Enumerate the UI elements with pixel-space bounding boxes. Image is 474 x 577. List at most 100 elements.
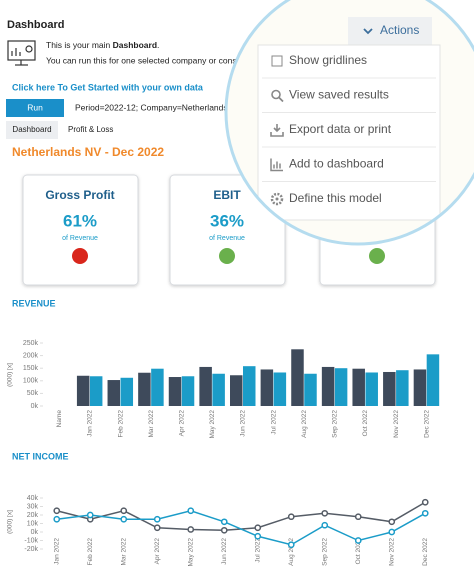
bar xyxy=(138,372,151,406)
intro-suffix: . xyxy=(157,40,159,50)
actions-label[interactable]: Actions xyxy=(380,23,419,37)
run-params: Period=2022-12; Company=Netherlands NV xyxy=(75,102,242,112)
bar xyxy=(230,375,243,406)
entity-title: Netherlands NV - Dec 2022 xyxy=(12,145,164,159)
point xyxy=(53,507,61,515)
point xyxy=(254,524,262,532)
y-tick-label: 20k xyxy=(27,512,39,519)
line xyxy=(56,501,426,532)
x-tick-label: Dec 2022 xyxy=(423,410,430,438)
gear-icon xyxy=(270,192,284,206)
status-dot xyxy=(72,248,88,264)
checkbox-icon xyxy=(271,55,283,67)
bar xyxy=(168,377,182,406)
menu-item[interactable]: Add to dashboard xyxy=(289,157,384,171)
y-tick-label: 40k xyxy=(27,495,39,502)
actions-button[interactable] xyxy=(348,17,432,45)
bar xyxy=(151,368,164,406)
tab[interactable]: Dashboard xyxy=(12,125,51,134)
menu-item[interactable]: Define this model xyxy=(289,191,382,205)
bar xyxy=(260,369,274,406)
bar xyxy=(352,368,365,406)
kpi-value: 36% xyxy=(210,211,244,230)
bar xyxy=(243,366,256,406)
x-tick-label: Feb 2022 xyxy=(87,538,94,566)
bar xyxy=(107,380,121,406)
point xyxy=(354,513,362,521)
bar xyxy=(199,366,212,406)
x-tick-label: Oct 2022 xyxy=(362,410,369,437)
point xyxy=(287,541,295,549)
y-tick-label: 10k xyxy=(27,520,39,527)
intro-line: You can run this for one selected compan… xyxy=(46,55,255,65)
intro-bold: Dashboard xyxy=(113,40,157,50)
bar xyxy=(413,369,427,406)
y-tick-label: 250k xyxy=(23,340,39,347)
y-axis-label: (000) [x] xyxy=(7,363,14,387)
bar xyxy=(383,371,396,406)
y-tick-label: 30k xyxy=(27,503,39,510)
bar xyxy=(396,370,409,406)
menu-item[interactable]: Export data or print xyxy=(289,122,392,136)
y-tick-label: 50k xyxy=(27,390,39,397)
point xyxy=(421,509,429,517)
point xyxy=(120,515,128,523)
kpi-title: EBIT xyxy=(213,188,241,202)
x-tick-label: Jul 2022 xyxy=(254,538,261,563)
x-tick-label: Jan 2022 xyxy=(87,410,94,437)
menu-item[interactable]: View saved results xyxy=(289,88,389,102)
chart-title: NET INCOME xyxy=(12,451,69,461)
y-tick-label: 150k xyxy=(23,365,39,372)
point xyxy=(187,507,195,515)
bar xyxy=(321,366,335,406)
x-tick-label: Nov 2022 xyxy=(388,538,395,566)
kpi-sub: of Revenue xyxy=(62,235,98,242)
chart-title: REVENUE xyxy=(12,298,56,308)
download-icon xyxy=(270,124,284,137)
bar xyxy=(120,377,134,406)
kpi-sub: of Revenue xyxy=(209,235,245,242)
point xyxy=(220,526,228,534)
x-tick-label: Mar 2022 xyxy=(120,538,127,566)
bar xyxy=(76,375,90,406)
x-tick-label: Sep 2022 xyxy=(321,538,328,566)
tab[interactable]: Profit & Loss xyxy=(68,125,113,134)
run-label[interactable]: Run xyxy=(27,102,43,112)
get-started-link[interactable]: Click here To Get Started with your own … xyxy=(12,82,204,92)
point xyxy=(153,515,161,523)
x-tick-label: Nov 2022 xyxy=(393,410,400,438)
x-tick-label: Mar 2022 xyxy=(148,410,155,438)
active-tab[interactable] xyxy=(6,121,58,139)
magnifier: Actions Show gridlines View saved results… xyxy=(224,0,474,246)
chart-icon xyxy=(270,158,283,172)
x-tick-label: Jan 2022 xyxy=(53,538,60,565)
y-tick-label: 200k xyxy=(23,352,39,359)
point xyxy=(120,507,128,515)
y-tick-label: 100k xyxy=(23,378,39,385)
x-tick-label: Feb 2022 xyxy=(117,410,124,438)
run-button[interactable] xyxy=(6,99,64,117)
charts: REVENUE (000) [x] 0k 50k 100k 150k 200k 250k Nam… xyxy=(7,298,440,567)
kpi-value: 61% xyxy=(63,211,97,230)
actions-menu xyxy=(257,44,441,221)
search-icon xyxy=(278,96,284,103)
x-tick-label: Name xyxy=(56,410,63,428)
magnifier-rim xyxy=(224,0,474,246)
point xyxy=(287,513,295,521)
bar xyxy=(304,373,317,406)
page-title: Dashboard xyxy=(7,19,64,31)
x-tick-label: May 2022 xyxy=(187,538,194,567)
point xyxy=(321,521,329,529)
bar xyxy=(334,368,348,406)
x-tick-label: Aug 2022 xyxy=(301,410,308,438)
x-tick-label: Jun 2022 xyxy=(240,410,247,437)
bar xyxy=(181,376,195,406)
menu-item[interactable]: Show gridlines xyxy=(289,53,367,67)
intro-prefix: This is your main xyxy=(46,40,113,50)
chevron xyxy=(363,28,373,35)
kpi-card xyxy=(169,174,286,286)
x-tick-label: Oct 2022 xyxy=(355,538,362,565)
point xyxy=(254,532,262,540)
